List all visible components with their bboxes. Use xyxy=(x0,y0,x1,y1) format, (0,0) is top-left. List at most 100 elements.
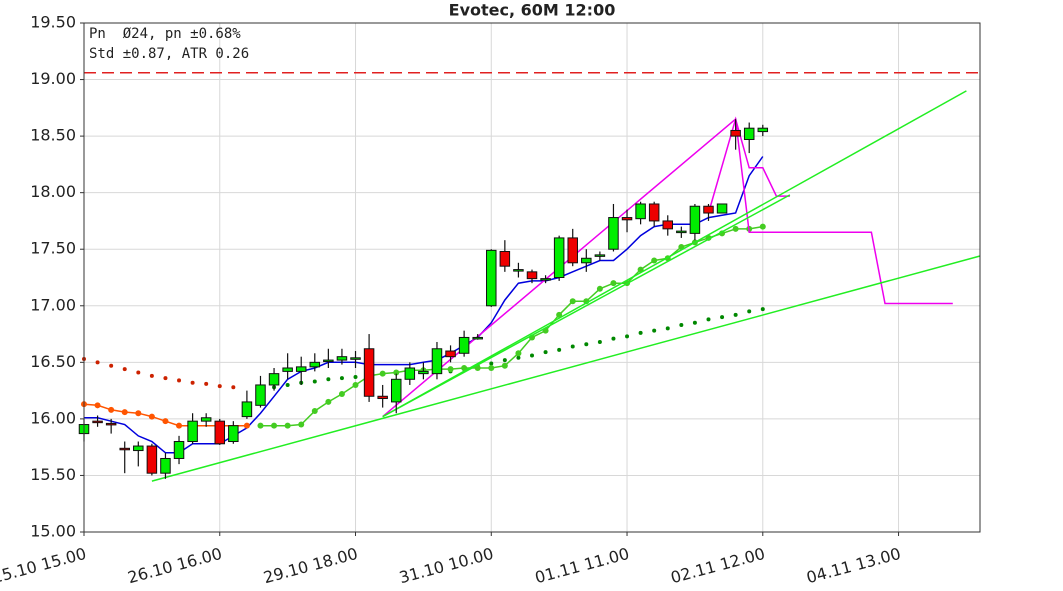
candle-body xyxy=(146,445,158,474)
candle-body xyxy=(228,425,239,443)
indicator-dot xyxy=(122,367,127,372)
candle-body xyxy=(648,203,660,222)
candle-body xyxy=(757,127,769,133)
plot-frame xyxy=(83,22,981,533)
indicator-dot xyxy=(149,373,154,378)
candle-body xyxy=(350,357,361,360)
indicator-dot xyxy=(379,370,386,377)
candle-body xyxy=(662,220,674,230)
indicator-line xyxy=(382,194,791,418)
candle-body xyxy=(499,250,511,267)
indicator-dot xyxy=(177,378,182,383)
candle-body xyxy=(404,367,416,380)
candle-body xyxy=(472,336,483,340)
candle-body xyxy=(553,237,565,279)
candle-body xyxy=(92,420,103,424)
candle-body xyxy=(431,348,443,375)
indicator-line xyxy=(260,225,763,427)
indicator-dot xyxy=(569,298,576,305)
indicator-dot xyxy=(760,307,765,312)
candle-body xyxy=(621,217,633,221)
candle-body xyxy=(282,367,293,372)
indicator-dot xyxy=(489,361,494,366)
indicator-dot xyxy=(556,311,563,318)
indicator-dot xyxy=(747,309,752,314)
indicator-dot xyxy=(217,384,222,389)
y-tick-label: 18.00 xyxy=(30,182,76,201)
indicator-dot xyxy=(176,422,183,429)
candle-body xyxy=(526,271,538,280)
indicator-dot xyxy=(611,336,616,341)
indicator-dot xyxy=(610,280,617,287)
indicator-dot xyxy=(625,334,630,339)
candle-body xyxy=(418,370,429,375)
x-tick-label: 29.10 18.00 xyxy=(261,544,359,587)
indicator-dot xyxy=(530,353,534,358)
indicator-dot xyxy=(651,257,658,264)
x-tick-label: 02.11 12.00 xyxy=(669,544,767,587)
indicator-dot xyxy=(706,317,711,322)
candle-body xyxy=(689,205,701,234)
x-tick-label: 01.11 11.00 xyxy=(533,544,631,587)
candle-body xyxy=(540,278,551,281)
y-tick-label: 19.50 xyxy=(30,13,76,32)
candle-body xyxy=(377,395,388,400)
candle-body xyxy=(743,127,755,141)
x-tick-label: 25.10 15.00 xyxy=(0,544,88,587)
candle-body xyxy=(336,356,348,361)
indicator-dot xyxy=(733,312,738,317)
indicator-dot xyxy=(515,350,522,357)
indicator-dot xyxy=(665,326,670,331)
y-tick-label: 15.00 xyxy=(30,522,76,541)
indicator-dot xyxy=(501,362,508,369)
candle-body xyxy=(119,447,130,451)
y-tick-label: 15.50 xyxy=(30,465,76,484)
y-tick-label: 16.00 xyxy=(30,408,76,427)
indicator-line xyxy=(151,255,981,482)
indicator-dot xyxy=(353,375,358,380)
indicator-dot xyxy=(95,360,100,365)
indicator-dot xyxy=(584,342,589,347)
indicator-dot xyxy=(162,418,169,425)
candle-body xyxy=(295,366,307,372)
indicator-dot xyxy=(312,379,317,384)
indicator-dot xyxy=(285,382,290,387)
candle-body xyxy=(363,348,375,397)
candle-body xyxy=(730,129,741,137)
indicator-dot xyxy=(325,398,332,405)
candle-body xyxy=(105,422,117,426)
indicator-dot xyxy=(190,380,195,385)
indicator-dot xyxy=(720,315,725,320)
candle-body xyxy=(486,249,497,307)
y-tick-label: 18.50 xyxy=(30,126,76,145)
y-tick-label: 16.50 xyxy=(30,352,76,371)
candle-body xyxy=(241,401,253,418)
indicator-dot xyxy=(271,422,278,429)
indicator-dot xyxy=(135,410,142,417)
indicator-dot xyxy=(257,422,264,429)
indicator-line xyxy=(382,117,953,418)
candle-body xyxy=(173,441,185,459)
indicator-lines xyxy=(81,72,981,482)
indicator-dot xyxy=(516,355,521,360)
indicator-dot xyxy=(596,285,603,292)
indicator-dot xyxy=(284,422,291,429)
candle-body xyxy=(513,269,524,272)
candle-body xyxy=(214,420,226,445)
indicator-dot xyxy=(148,413,155,420)
candle-body xyxy=(309,361,321,368)
indicator-dot xyxy=(732,225,739,232)
x-tick-label: 04.11 13.00 xyxy=(804,544,902,587)
indicator-dot xyxy=(692,320,697,325)
indicator-dot xyxy=(759,223,766,230)
indicator-dot xyxy=(502,358,507,363)
indicator-dot xyxy=(163,376,168,381)
candle-body xyxy=(133,445,144,452)
indicator-dot xyxy=(557,347,562,352)
indicator-dot xyxy=(638,330,643,335)
indicator-dot xyxy=(488,364,495,371)
candles xyxy=(78,119,769,479)
x-tick-label: 31.10 10.00 xyxy=(397,544,495,587)
indicator-dot xyxy=(652,328,657,333)
